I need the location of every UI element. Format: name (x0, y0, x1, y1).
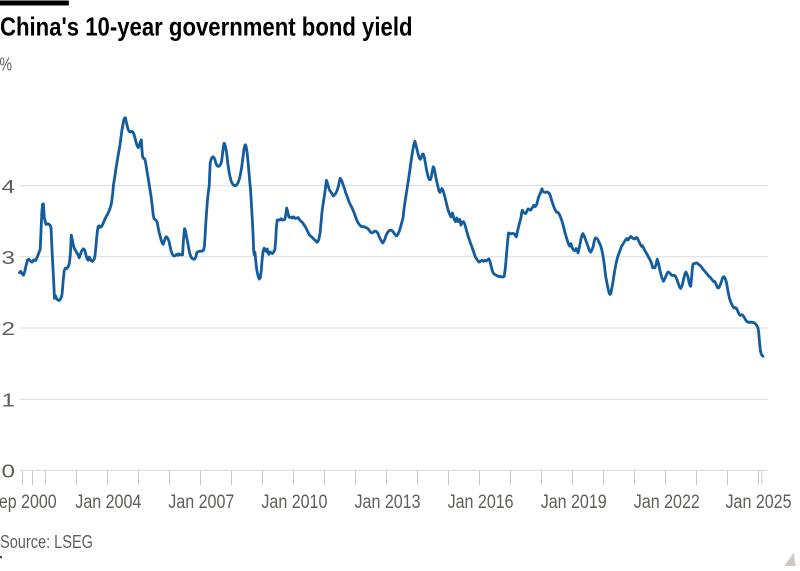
svg-text:China's 10-year government bon: China's 10-year government bond yield (0, 11, 413, 41)
svg-text:Jan 2025: Jan 2025 (726, 492, 792, 513)
svg-text:Jan 2010: Jan 2010 (261, 492, 327, 513)
svg-text:0: 0 (2, 461, 16, 482)
svg-text:4: 4 (2, 176, 16, 197)
svg-text:3: 3 (2, 247, 16, 268)
svg-text:1: 1 (2, 389, 16, 410)
svg-text:Jan 2013: Jan 2013 (355, 492, 421, 513)
svg-text:Jan 2007: Jan 2007 (168, 492, 234, 513)
svg-text:Source: LSEG: Source: LSEG (0, 531, 93, 552)
svg-text:Jan 2019: Jan 2019 (541, 492, 607, 513)
svg-text:Sep 2000: Sep 2000 (0, 492, 57, 513)
svg-text:Jan 2004: Jan 2004 (75, 492, 141, 513)
svg-text:Jan 2016: Jan 2016 (448, 492, 514, 513)
svg-text:Jan 2022: Jan 2022 (634, 492, 700, 513)
svg-text:%: % (0, 54, 12, 75)
svg-text:2: 2 (2, 318, 16, 339)
